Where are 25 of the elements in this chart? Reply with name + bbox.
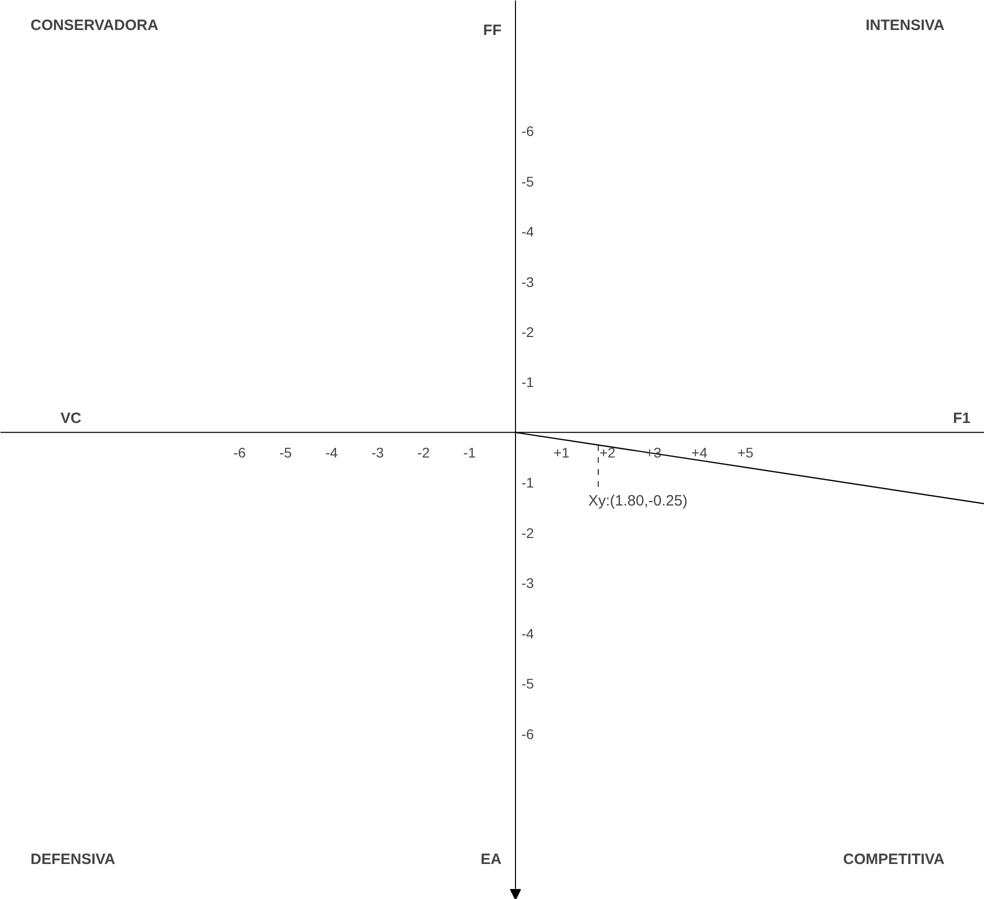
annotation: COMPETITIVA	[843, 851, 945, 868]
x-tick-label: -5	[279, 444, 292, 460]
x-tick-label: -1	[463, 444, 476, 460]
x-tick-label: +5	[737, 444, 754, 460]
y2-axis-title: FF	[483, 22, 502, 39]
x-tick-label: +4	[691, 444, 708, 460]
y-tick-label: -3	[521, 575, 534, 592]
annotation: DEFENSIVA	[30, 851, 116, 868]
y-tick-label: -4	[521, 625, 534, 642]
annotation: CONSERVADORA	[30, 17, 158, 34]
x-tick-label: +1	[553, 444, 570, 460]
x-tick-label: -3	[371, 444, 384, 460]
annotation: Xy:(1.80,-0.25)	[588, 492, 688, 510]
x-tick-label: -2	[417, 444, 430, 460]
x-tick-label: +2	[599, 444, 616, 460]
y-tick-label: -2	[521, 524, 534, 541]
x-tick-label: -6	[233, 444, 246, 460]
y-tick-label: -1	[521, 474, 534, 491]
annotation: INTENSIVA	[866, 17, 945, 34]
annotation: EA	[480, 851, 502, 868]
annotation: VC	[60, 410, 82, 427]
y-tick-label: -5	[521, 676, 534, 692]
x-axis-title: F1	[952, 410, 971, 427]
y-tick-label: -6	[521, 726, 534, 742]
x-tick-label: -4	[325, 444, 338, 460]
